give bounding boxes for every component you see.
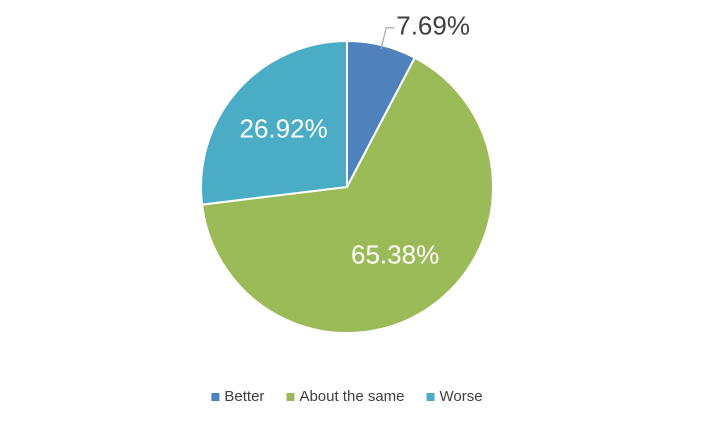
data-label: 26.92% (240, 114, 328, 144)
legend-swatch (211, 393, 220, 401)
pie-slice (200, 39, 348, 206)
data-label: 65.38% (351, 240, 439, 270)
data-label: 7.69% (396, 11, 470, 41)
legend-label: Worse (440, 388, 483, 405)
pie-slice (200, 56, 494, 334)
legend-label: Better (224, 388, 264, 405)
leader-line (380, 27, 395, 50)
legend-swatch (286, 393, 295, 401)
legend-swatch (426, 393, 435, 401)
legend-label: About the same (299, 388, 404, 405)
